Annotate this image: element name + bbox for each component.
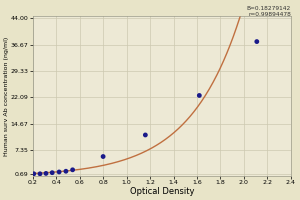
Point xyxy=(70,168,75,171)
Point xyxy=(64,170,68,173)
Point xyxy=(44,172,48,175)
Point xyxy=(57,170,62,174)
Point xyxy=(254,40,259,43)
Point xyxy=(101,155,106,158)
Point xyxy=(50,171,55,174)
Point xyxy=(32,172,36,175)
Y-axis label: Human surv Ab concentration (ng/ml): Human surv Ab concentration (ng/ml) xyxy=(4,37,9,156)
Text: B=0.18279142
r=0.99894478: B=0.18279142 r=0.99894478 xyxy=(247,6,291,17)
X-axis label: Optical Density: Optical Density xyxy=(130,187,194,196)
Point xyxy=(197,94,202,97)
Point xyxy=(143,133,148,137)
Point xyxy=(38,172,42,175)
